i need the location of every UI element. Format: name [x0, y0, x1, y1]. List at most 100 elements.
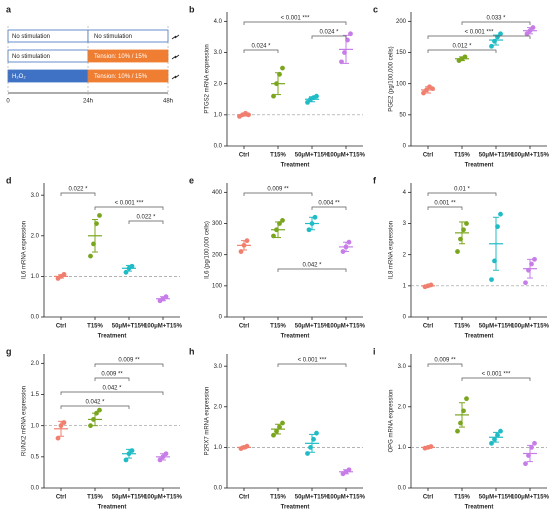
y-tick-label: 400: [212, 190, 223, 196]
y-tick-label: 2.0: [398, 404, 407, 410]
y-tick-label: 1.0: [31, 274, 40, 280]
data-point: [464, 221, 469, 226]
y-tick-label: 2.0: [31, 233, 40, 239]
y-tick-label: 3.0: [214, 364, 223, 370]
y-tick-label: 1.0: [214, 112, 223, 118]
p-value-label: 0.022 *: [136, 215, 156, 221]
data-point: [88, 253, 93, 259]
comparison-bracket: [277, 268, 347, 272]
x-axis-label: Treatment: [465, 163, 494, 169]
p-value-label: < 0.001 ***: [115, 201, 145, 207]
stage-label: No stimulation: [12, 54, 50, 60]
y-tick-label: 1: [403, 283, 407, 289]
x-tick-label: 50μM+T15%: [295, 495, 330, 501]
y-axis-label: OPG mRNA expression: [389, 389, 395, 452]
x-tick-label: T15%: [454, 324, 470, 330]
panel-letter: e: [189, 175, 194, 185]
x-axis-label: Treatment: [281, 334, 310, 340]
y-axis-label: RUNX2 mRNA expression: [22, 386, 28, 456]
x-tick-label: Ctrl: [56, 495, 67, 501]
y-tick-label: 2.0: [214, 404, 223, 410]
comparison-bracket: [243, 192, 313, 196]
panel-letter: i: [373, 346, 376, 356]
p-value-label: 0.022 *: [68, 187, 88, 193]
comparison-bracket: [60, 391, 164, 395]
y-tick-label: 0.0: [31, 315, 40, 321]
y-tick-label: 1.0: [398, 445, 407, 451]
p-value-label: < 0.001 ***: [298, 358, 328, 364]
y-axis-label: IL6 (pg/100,000 cells): [205, 221, 211, 279]
comparison-bracket: [128, 220, 164, 224]
panel-letter: a: [6, 4, 12, 14]
comparison-bracket: [94, 206, 164, 210]
panel-letter: d: [6, 175, 12, 185]
x-tick-label: Ctrl: [423, 495, 434, 501]
comparison-bracket: [461, 21, 531, 25]
data-point: [271, 233, 276, 239]
x-tick-label: T15%: [270, 153, 286, 159]
data-point: [305, 451, 310, 456]
data-point: [455, 249, 460, 254]
x-tick-label: T15%: [454, 495, 470, 501]
p-value-label: 0.042 *: [102, 386, 122, 392]
x-axis-label: Treatment: [98, 505, 127, 511]
y-axis-label: IL8 mRNA expression: [389, 221, 395, 279]
y-tick-label: 0.0: [31, 486, 40, 492]
data-point: [280, 65, 285, 71]
x-tick-label: Ctrl: [56, 324, 67, 330]
y-tick-label: 200: [212, 252, 223, 258]
y-tick-label: 1.0: [31, 423, 40, 429]
y-tick-label: 3.0: [398, 364, 407, 370]
p-value-label: 0.033 *: [486, 16, 506, 22]
data-point: [55, 435, 61, 441]
p-value-label: 0.024 *: [251, 44, 271, 50]
stretch-icon: [171, 54, 180, 60]
y-tick-label: 0.0: [214, 144, 223, 150]
y-tick-label: 150: [396, 50, 407, 56]
x-tick-label: 50μM+T15%: [479, 495, 514, 501]
data-point: [489, 43, 494, 49]
data-point: [271, 93, 276, 99]
data-point: [523, 461, 528, 467]
data-point: [123, 457, 129, 463]
y-tick-label: 0.0: [398, 486, 407, 492]
y-tick-label: 200: [396, 19, 407, 25]
x-axis-label: Treatment: [281, 505, 310, 511]
data-point: [523, 280, 528, 286]
time-label: 48h: [163, 99, 173, 105]
panel-letter: g: [6, 346, 12, 356]
data-point: [498, 428, 503, 434]
y-tick-label: 3.0: [214, 50, 223, 56]
p-value-label: 0.024 *: [319, 30, 339, 36]
comparison-bracket: [243, 49, 279, 53]
x-tick-label: 50μM+T15%: [295, 324, 330, 330]
y-axis-label: P2RX7 mRNA expression: [205, 387, 211, 456]
data-point: [314, 93, 319, 99]
y-tick-label: 2.0: [214, 81, 223, 87]
panel-letter: h: [189, 346, 195, 356]
x-tick-label: 100μM+T15%: [511, 324, 550, 330]
comparison-bracket: [94, 363, 164, 367]
x-axis-label: Treatment: [281, 163, 310, 169]
comparison-bracket: [311, 206, 347, 210]
p-value-label: < 0.001 ***: [281, 16, 311, 22]
comparison-bracket: [427, 192, 497, 196]
data-point: [314, 430, 319, 436]
data-point: [498, 211, 503, 217]
stretch-icon: [171, 34, 180, 40]
stage-label: Tension: 10% / 15%: [94, 74, 148, 80]
comparison-bracket: [94, 377, 130, 381]
data-point: [97, 407, 102, 413]
data-point: [532, 256, 537, 262]
y-axis-label: PGE2 (pg/100,000 cells): [389, 46, 395, 111]
y-tick-label: 0.0: [214, 486, 223, 492]
x-axis-label: Treatment: [465, 334, 494, 340]
data-point: [339, 59, 344, 65]
data-point: [280, 217, 285, 223]
x-tick-label: 100μM+T15%: [144, 324, 183, 330]
comparison-bracket: [427, 35, 531, 39]
y-tick-label: 2: [403, 252, 407, 258]
comparison-bracket: [60, 405, 130, 409]
y-axis-label: PTGS2 mRNA expression: [205, 44, 211, 113]
